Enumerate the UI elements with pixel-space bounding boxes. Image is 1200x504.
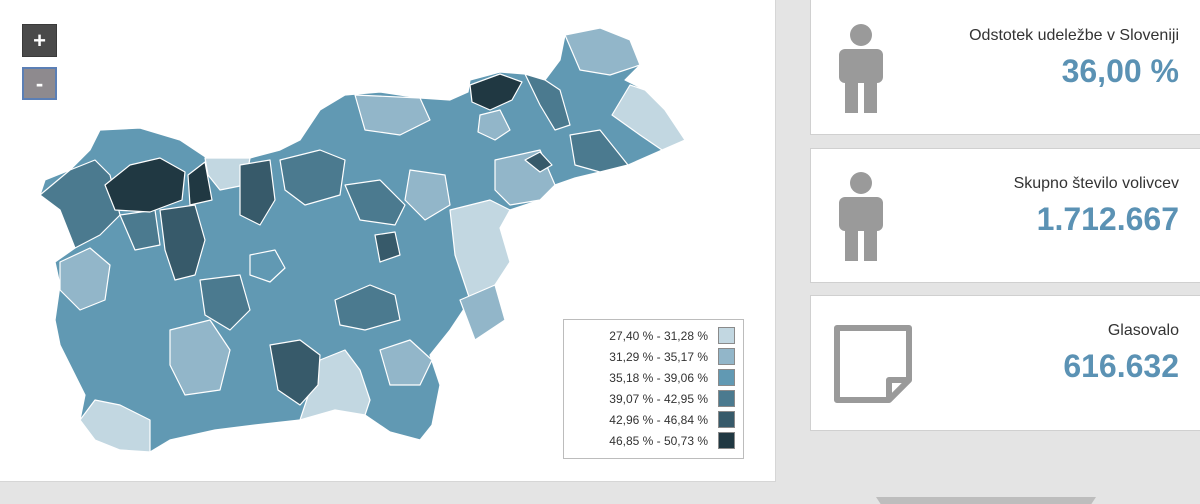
map-legend: 27,40 % - 31,28 % 31,29 % - 35,17 % 35,1… <box>563 319 744 459</box>
person-icon <box>839 172 883 261</box>
map-region[interactable] <box>59 247 111 311</box>
map-region[interactable] <box>159 204 206 281</box>
map-region[interactable] <box>611 84 686 151</box>
map-region[interactable] <box>169 319 231 396</box>
map-region[interactable] <box>477 109 511 141</box>
map-panel[interactable]: + - 27,40 % - 31,28 % 31,29 % - 35,17 % … <box>0 0 776 482</box>
map-region[interactable] <box>199 274 251 331</box>
map-region[interactable] <box>569 129 629 173</box>
map-region[interactable] <box>524 73 571 131</box>
legend-swatch <box>718 369 735 386</box>
zoom-out-button[interactable]: - <box>22 67 57 100</box>
turnout-percentage-value: 36,00 % <box>1061 53 1179 89</box>
map-region[interactable] <box>379 339 433 386</box>
map-region[interactable] <box>104 157 186 213</box>
legend-swatch <box>718 327 735 344</box>
person-icon <box>839 24 883 113</box>
voted-card: Glasovalo 616.632 <box>810 295 1200 431</box>
map-region[interactable] <box>404 169 451 221</box>
legend-label: 46,85 % - 50,73 % <box>609 433 708 448</box>
legend-label: 42,96 % - 46,84 % <box>609 412 708 427</box>
map-region[interactable] <box>374 231 401 263</box>
legend-item: 39,07 % - 42,95 % <box>572 388 735 409</box>
voted-title: Glasovalo <box>1107 322 1179 339</box>
slovenia-turnout-map[interactable] <box>0 0 776 482</box>
map-region[interactable] <box>449 199 511 301</box>
map-region[interactable] <box>564 27 641 76</box>
map-region[interactable] <box>469 73 523 111</box>
legend-item: 35,18 % - 39,06 % <box>572 367 735 388</box>
map-region[interactable] <box>239 159 276 226</box>
ballot-note-icon <box>834 325 912 403</box>
legend-label: 35,18 % - 39,06 % <box>609 370 708 385</box>
legend-swatch <box>718 348 735 365</box>
map-region[interactable] <box>204 157 251 191</box>
map-region[interactable] <box>249 249 286 283</box>
zoom-in-button[interactable]: + <box>22 24 57 57</box>
turnout-percentage-card: Odstotek udeležbe v Sloveniji 36,00 % <box>810 0 1200 135</box>
voted-value: 616.632 <box>1063 348 1179 384</box>
legend-label: 27,40 % - 31,28 % <box>609 328 708 343</box>
bottom-tab[interactable] <box>876 497 1096 504</box>
total-voters-card: Skupno število volivcev 1.712.667 <box>810 148 1200 283</box>
map-region[interactable] <box>279 149 346 206</box>
legend-swatch <box>718 390 735 407</box>
legend-swatch <box>718 411 735 428</box>
total-voters-title: Skupno število volivcev <box>1013 175 1179 192</box>
legend-item: 27,40 % - 31,28 % <box>572 325 735 346</box>
map-region[interactable] <box>187 161 213 206</box>
legend-item: 31,29 % - 35,17 % <box>572 346 735 367</box>
legend-item: 42,96 % - 46,84 % <box>572 409 735 430</box>
total-voters-value: 1.712.667 <box>1036 201 1179 237</box>
legend-label: 31,29 % - 35,17 % <box>609 349 708 364</box>
legend-swatch <box>718 432 735 449</box>
map-region[interactable] <box>269 339 321 406</box>
map-region[interactable] <box>524 151 553 173</box>
map-region[interactable] <box>344 179 406 226</box>
map-region[interactable] <box>354 94 431 136</box>
map-region[interactable] <box>79 399 151 453</box>
turnout-percentage-title: Odstotek udeležbe v Sloveniji <box>969 27 1179 44</box>
map-region[interactable] <box>334 284 401 331</box>
legend-item: 46,85 % - 50,73 % <box>572 430 735 451</box>
legend-label: 39,07 % - 42,95 % <box>609 391 708 406</box>
map-region[interactable] <box>459 284 506 341</box>
